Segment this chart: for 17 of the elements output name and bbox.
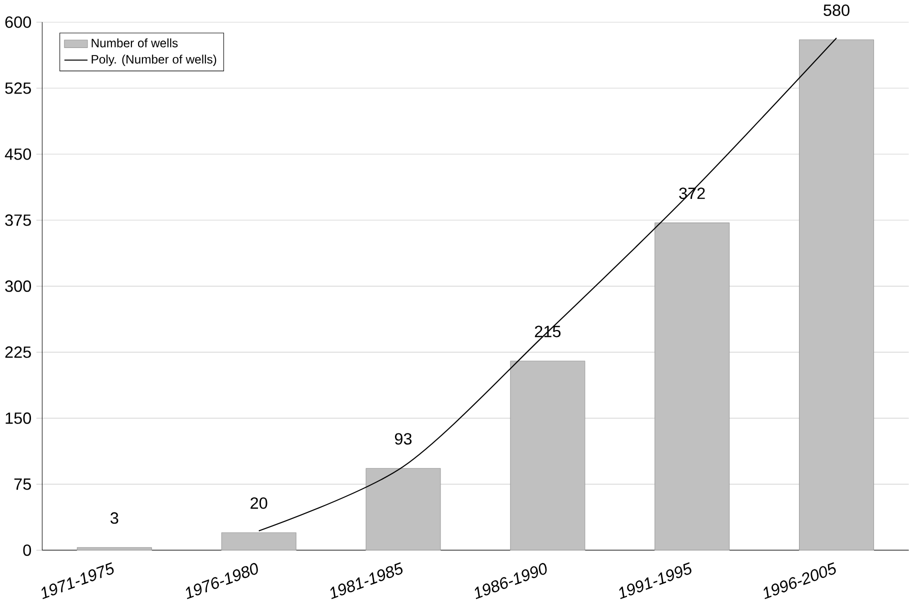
bar [221, 532, 296, 550]
legend-label: Number of wells [92, 38, 178, 48]
y-tick-label: 0 [23, 544, 32, 556]
data-label: 580 [824, 4, 850, 16]
data-label: 3 [110, 512, 118, 524]
y-tick-label: 75 [14, 478, 31, 490]
bar [76, 547, 152, 550]
y-tick-label: 600 [5, 16, 31, 28]
data-label: 93 [394, 432, 412, 444]
y-tick-label: 375 [5, 214, 31, 226]
y-tick-label: 450 [4, 148, 31, 160]
y-tick-label: 300 [5, 280, 31, 292]
y-tick-label: 225 [5, 346, 31, 358]
legend-label: Poly. (Number of wells) [92, 54, 216, 66]
y-tick-label: 150 [6, 412, 31, 424]
y-tick-label: 525 [5, 82, 31, 94]
data-label: 20 [250, 497, 268, 509]
